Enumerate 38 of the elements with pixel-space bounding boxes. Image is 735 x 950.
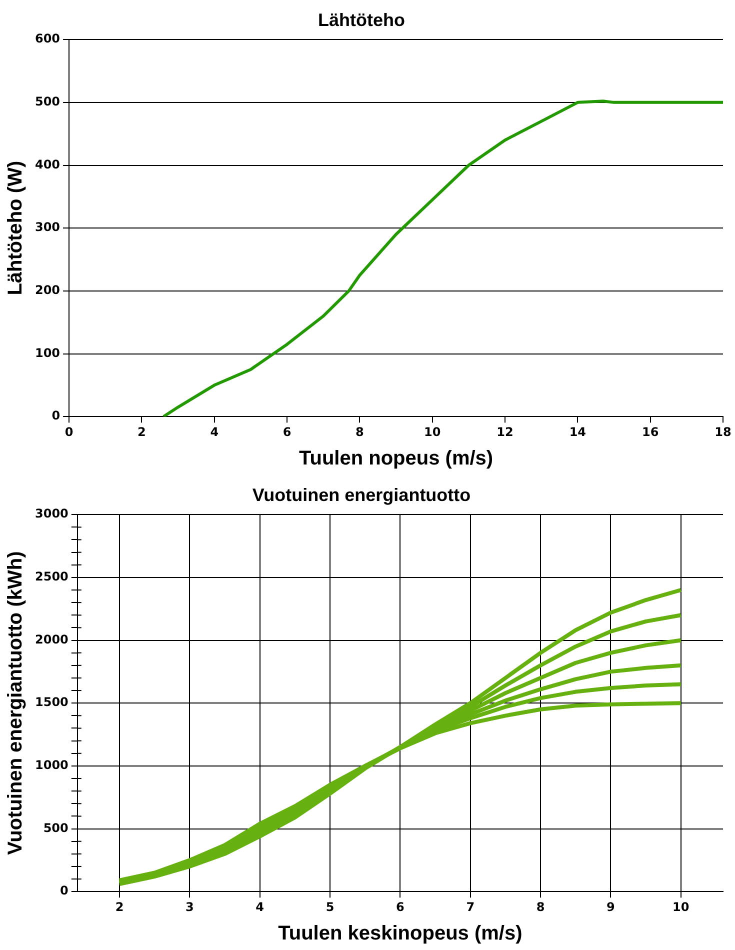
y-tick-label: 2000 xyxy=(34,632,68,646)
y-tick-label: 400 xyxy=(34,157,60,172)
y-tick-label: 100 xyxy=(34,346,60,360)
y-tick-label: 500 xyxy=(34,94,60,109)
x-tick-label: 14 xyxy=(569,424,586,439)
x-tick-label: 4 xyxy=(256,900,264,914)
x-tick-label: 2 xyxy=(115,900,124,914)
y-tick-label: 1500 xyxy=(34,695,68,710)
y-tick-label: 2500 xyxy=(34,570,68,584)
x-axis-title: Tuulen keskinopeus (m/s) xyxy=(278,922,522,945)
y-tick-label: 300 xyxy=(34,220,60,234)
y-axis-title: Lähtöteho (W) xyxy=(4,160,27,296)
x-tick-label: 6 xyxy=(282,424,292,439)
x-tick-label: 8 xyxy=(356,424,364,439)
y-tick-label: 200 xyxy=(34,283,60,298)
x-tick-label: 4 xyxy=(210,424,219,439)
y-tick-label: 0 xyxy=(60,884,68,898)
x-tick-label: 18 xyxy=(714,424,732,439)
x-tick-label: 9 xyxy=(606,900,615,914)
x-axis-title: Tuulen nopeus (m/s) xyxy=(298,448,494,470)
x-tick-label: 2 xyxy=(138,424,146,439)
y-tick-label: 500 xyxy=(43,820,68,835)
x-tick-label: 5 xyxy=(326,900,334,914)
chart-title: Lähtöteho xyxy=(318,10,405,30)
chart-title: Vuotuinen energiantuotto xyxy=(252,484,471,505)
x-tick-label: 7 xyxy=(466,900,475,914)
x-tick-label: 10 xyxy=(424,424,441,439)
y-axis-title: Vuotuinen energiantuotto (kWh) xyxy=(4,551,27,855)
x-tick-label: 6 xyxy=(396,900,404,914)
x-tick-label: 10 xyxy=(672,900,690,914)
x-tick-label: 3 xyxy=(185,900,194,914)
y-tick-label: 0 xyxy=(52,408,60,423)
x-tick-label: 12 xyxy=(496,424,514,439)
y-tick-label: 3000 xyxy=(34,506,68,521)
x-tick-label: 16 xyxy=(642,424,659,439)
y-tick-label: 1000 xyxy=(34,758,68,772)
y-tick-label: 600 xyxy=(34,32,60,46)
x-tick-label: 8 xyxy=(536,900,545,914)
